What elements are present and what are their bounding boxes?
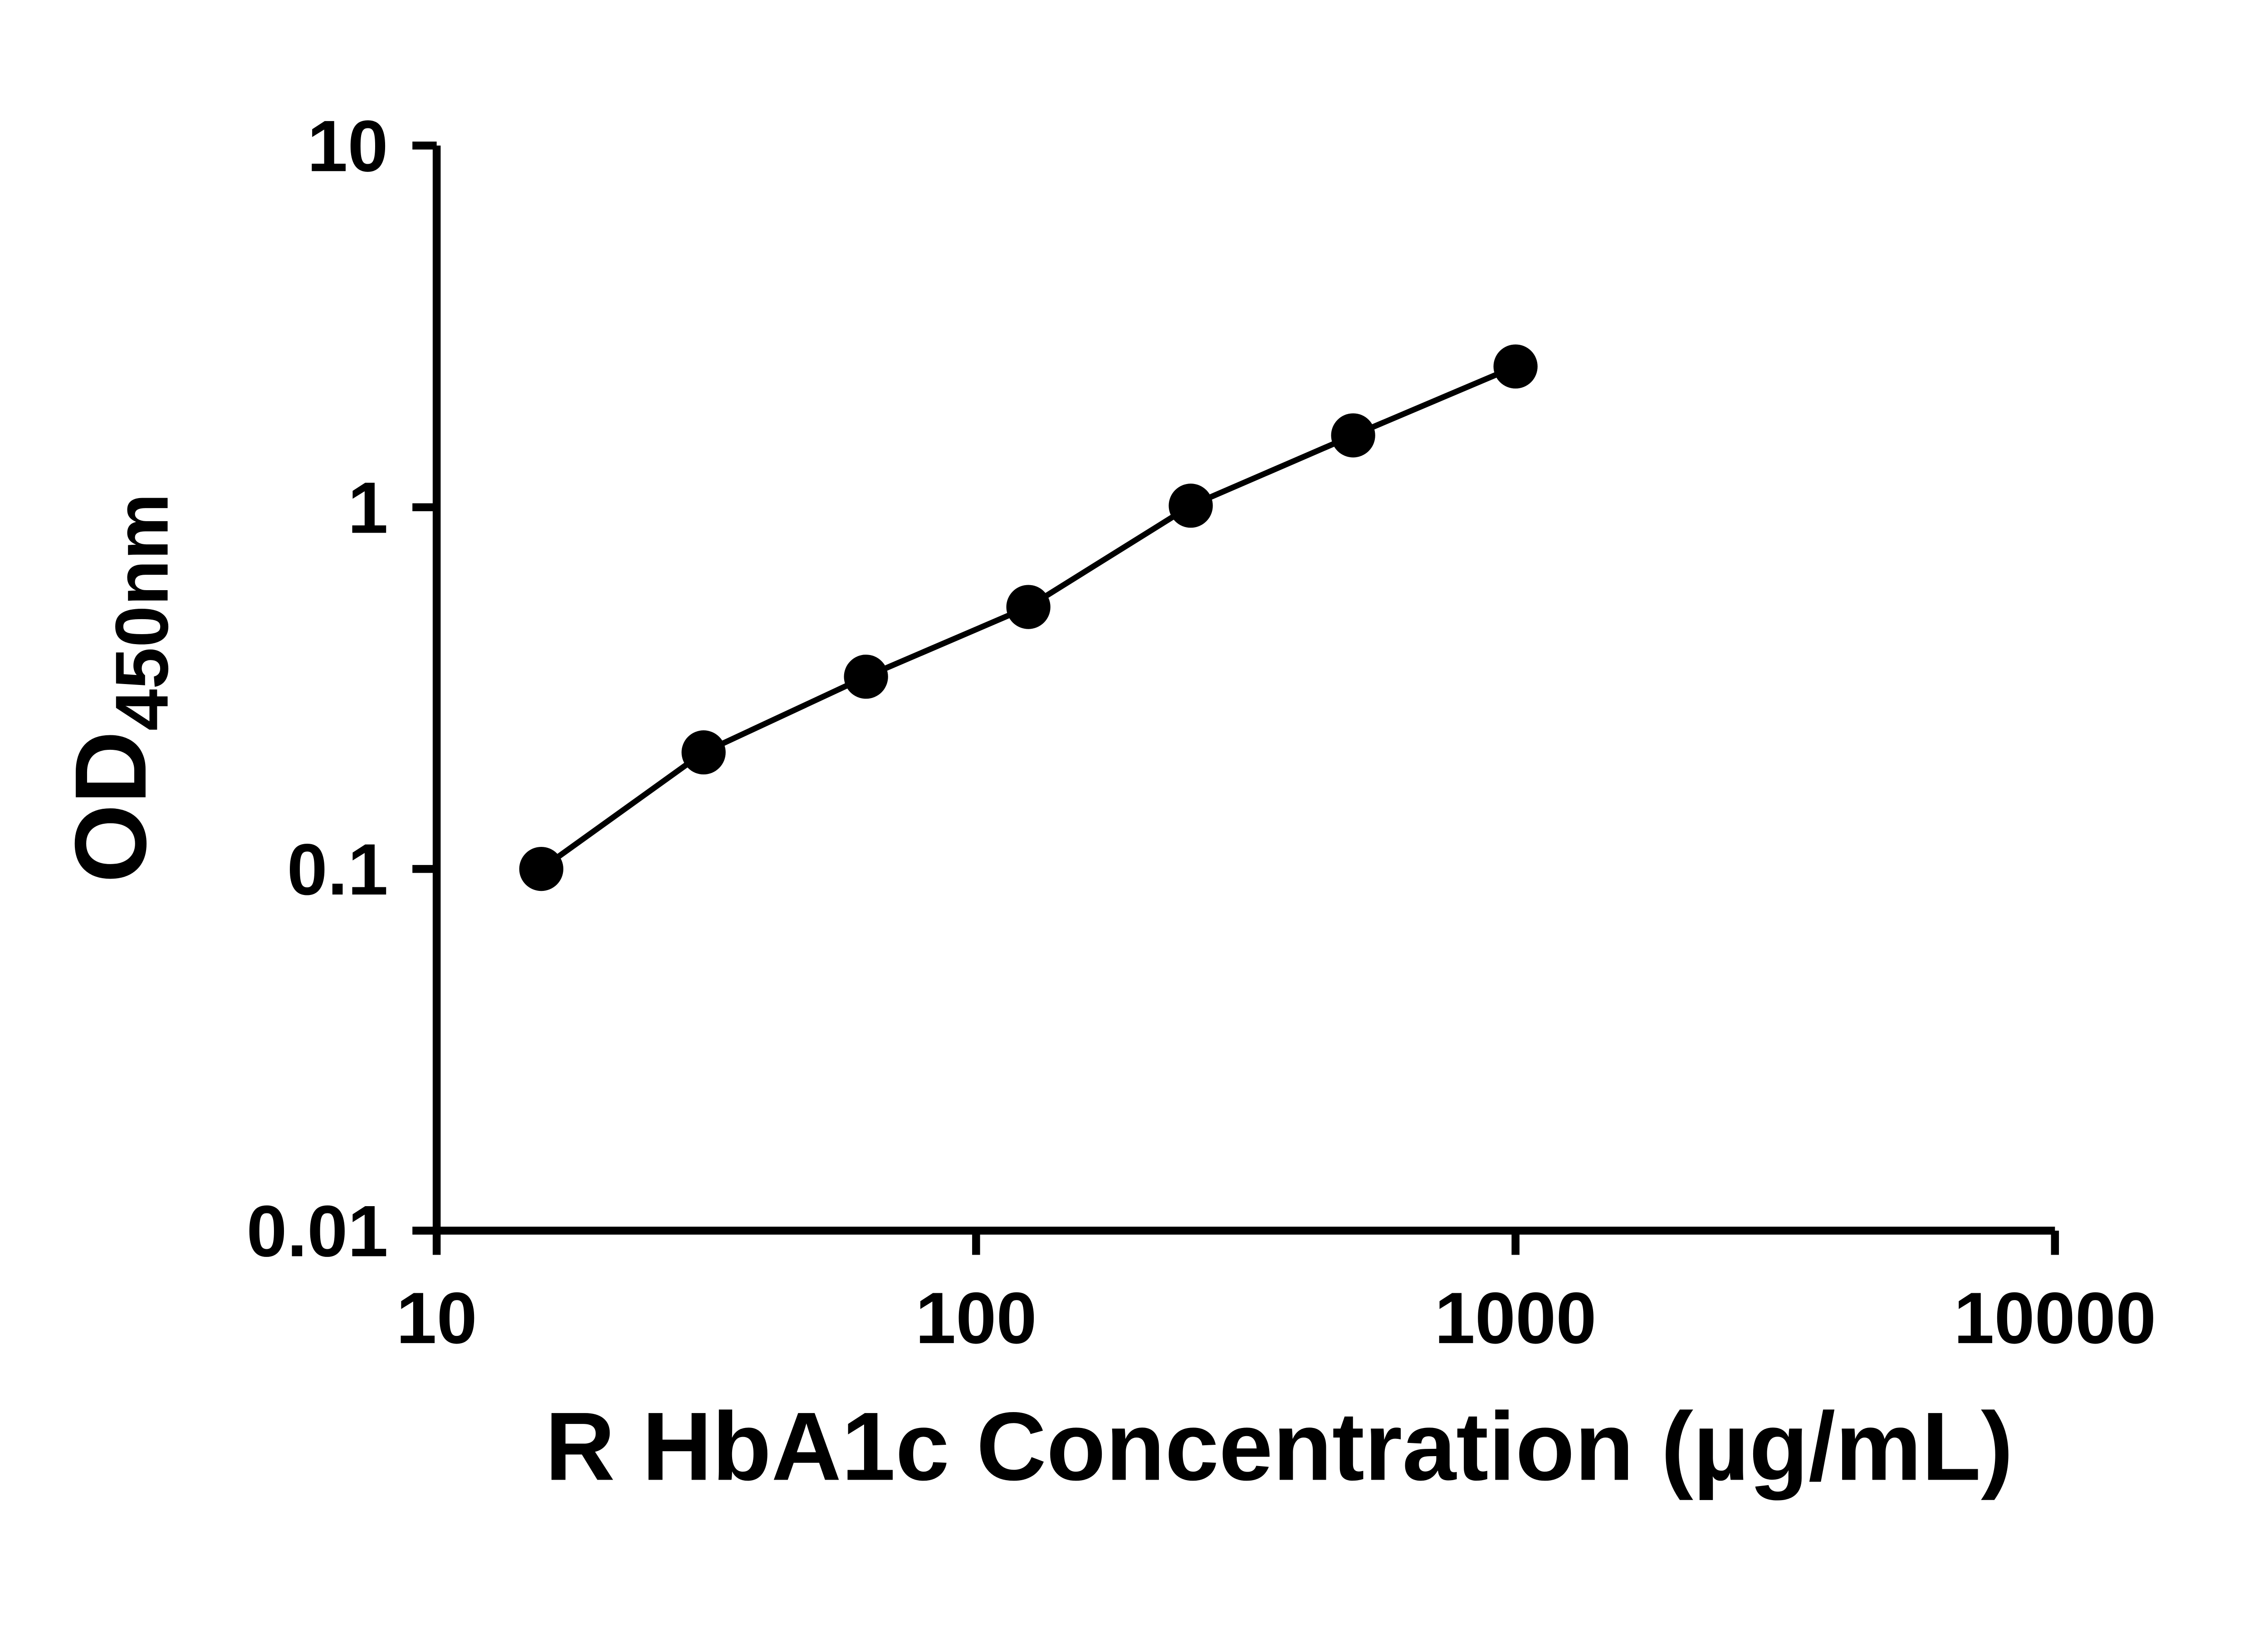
x-tick-label: 1000 <box>1435 1277 1597 1359</box>
data-point <box>1493 344 1538 389</box>
y-tick-label: 0.01 <box>246 1190 388 1271</box>
y-axis-title-subscript: 450nm <box>100 493 184 731</box>
data-point <box>519 846 563 891</box>
x-tick-label: 100 <box>915 1277 1037 1359</box>
data-point <box>1006 585 1051 629</box>
axes-frame <box>432 145 2055 1235</box>
data-point <box>844 655 888 699</box>
y-tick-label: 1 <box>347 467 388 548</box>
y-axis-title-base: OD <box>54 731 167 883</box>
x-tick-label: 10 <box>396 1277 477 1359</box>
data-point <box>681 730 726 775</box>
data-point <box>1331 413 1375 458</box>
chart-canvas: R HbA1c Concentration (µg/mL) OD450nm 10… <box>54 105 2156 1501</box>
standard-curve-chart: R HbA1c Concentration (µg/mL) OD450nm 10… <box>54 105 2156 1501</box>
x-tick-label: 10000 <box>1954 1277 2156 1359</box>
x-axis-title: R HbA1c Concentration (µg/mL) <box>545 1392 2014 1501</box>
data-point <box>1168 484 1213 528</box>
y-tick-label: 0.1 <box>287 829 388 910</box>
y-tick-label: 10 <box>307 105 388 186</box>
y-axis-title: OD450nm <box>54 493 184 883</box>
